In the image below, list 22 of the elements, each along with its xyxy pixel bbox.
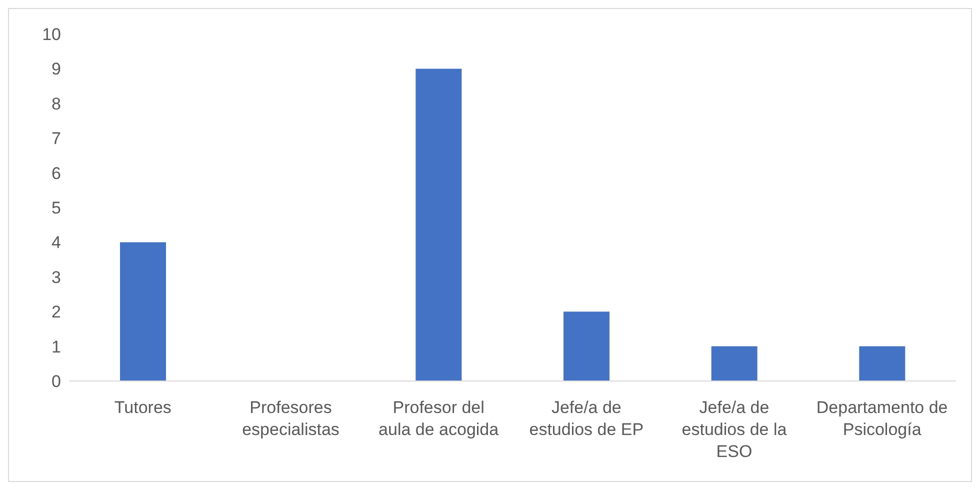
y-tick-label: 8 <box>52 94 61 114</box>
x-tick-label: Profesores especialistas <box>242 398 340 439</box>
y-tick-label: 3 <box>52 268 61 287</box>
y-tick-label: 6 <box>52 164 61 183</box>
x-tick-label: Jefe/a de estudios de EP <box>529 398 644 439</box>
y-tick-label: 4 <box>52 233 61 252</box>
y-tick-label: 2 <box>52 302 61 322</box>
x-tick-label: Tutores <box>114 398 172 417</box>
bar <box>120 242 166 381</box>
y-tick-label: 0 <box>52 372 61 392</box>
bar <box>416 68 462 381</box>
y-tick-label: 9 <box>52 60 61 79</box>
y-tick-label: 7 <box>52 129 61 148</box>
bar <box>711 346 758 381</box>
y-tick-label: 10 <box>42 25 61 44</box>
y-tick-label: 5 <box>52 198 61 218</box>
x-tick-label: Profesor del aula de acogida <box>378 398 500 439</box>
x-tick-label: Departamento de Psicología <box>816 398 948 439</box>
y-tick-label: 1 <box>52 337 61 356</box>
bar <box>859 346 906 381</box>
bar <box>564 312 610 381</box>
x-tick-label: Jefe/a de estudios de la ESO <box>682 398 788 461</box>
